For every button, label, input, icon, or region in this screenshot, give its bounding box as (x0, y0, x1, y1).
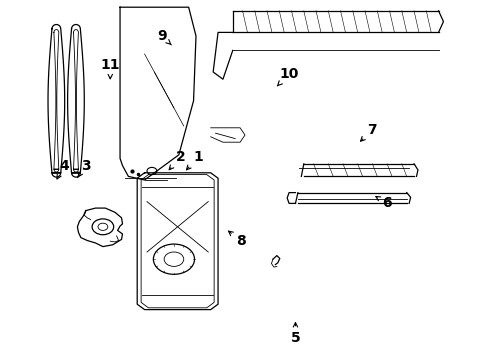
Text: 7: 7 (361, 123, 377, 141)
Text: 1: 1 (187, 150, 203, 170)
Text: 2: 2 (169, 150, 185, 170)
Text: 8: 8 (228, 231, 246, 248)
Text: 3: 3 (77, 159, 91, 178)
Text: 10: 10 (277, 67, 299, 86)
Text: 5: 5 (291, 323, 300, 345)
Text: 9: 9 (157, 29, 172, 45)
Text: 11: 11 (100, 58, 120, 79)
Text: 6: 6 (376, 197, 392, 210)
Text: 4: 4 (57, 159, 70, 179)
